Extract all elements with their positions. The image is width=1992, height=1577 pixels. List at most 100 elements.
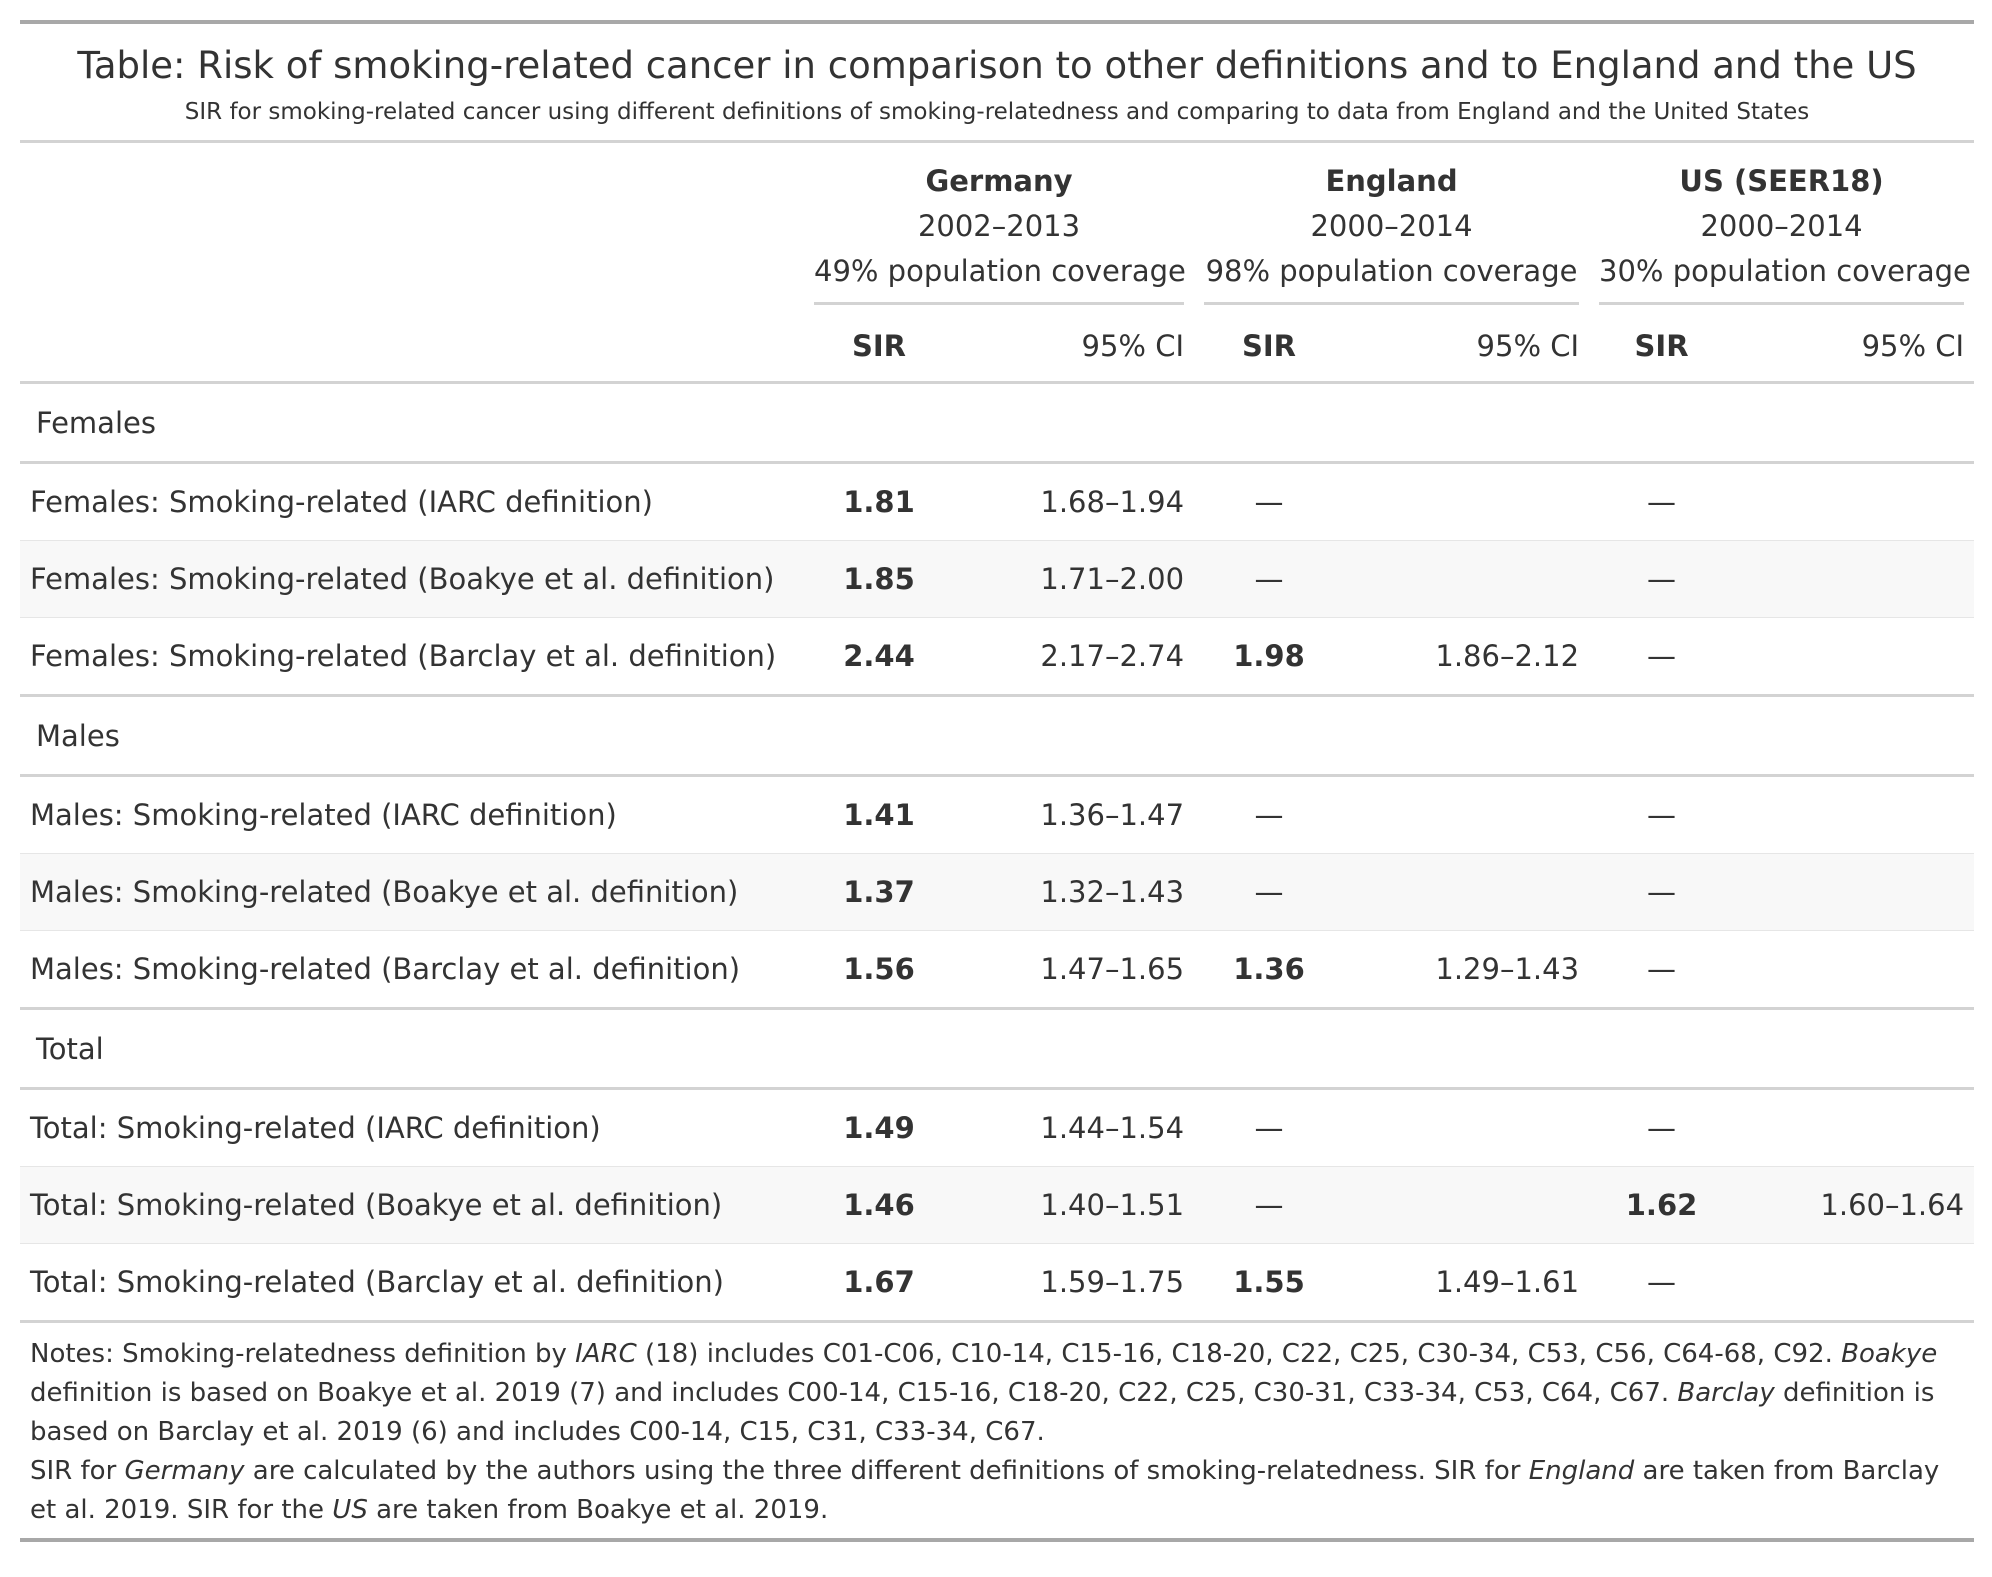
sir-cell: 1.85 <box>804 540 954 618</box>
notes-text: are calculated by the authors using the … <box>244 1456 1529 1486</box>
group-row: Total <box>20 1008 1975 1090</box>
table-row: Females: Smoking-related (Barclay et al.… <box>20 617 1975 697</box>
ci-cell: 1.47–1.65 <box>954 930 1195 1010</box>
row-label: Females: Smoking-related (IARC definitio… <box>20 462 804 541</box>
spanner-coverage: 98% population coverage <box>1205 254 1578 288</box>
notes-emphasis: IARC <box>575 1339 637 1369</box>
column-header-row: SIR 95% CI SIR 95% CI SIR 95% CI <box>20 311 1975 384</box>
row-label: Males: Smoking-related (Barclay et al. d… <box>20 930 804 1010</box>
column-header-sir: SIR <box>1194 311 1345 384</box>
notes-emphasis: Germany <box>124 1456 245 1486</box>
notes-text: definition is based on Boakye et al. 201… <box>30 1378 1678 1408</box>
ci-cell <box>1734 617 1975 697</box>
ci-cell <box>1734 930 1975 1010</box>
sir-cell: 1.67 <box>804 1243 954 1323</box>
ci-cell <box>1344 853 1590 931</box>
ci-cell <box>1344 1088 1590 1167</box>
row-label: Males: Smoking-related (Boakye et al. de… <box>20 853 804 931</box>
table-body: Females Females: Smoking-related (IARC de… <box>20 382 1975 1323</box>
sir-cell: 1.62 <box>1589 1166 1735 1244</box>
table-heading: Table: Risk of smoking-related cancer in… <box>20 24 1974 143</box>
sir-cell: — <box>1589 462 1735 541</box>
row-label: Total: Smoking-related (IARC definition) <box>20 1088 804 1167</box>
sir-cell: — <box>1589 853 1735 931</box>
stub-column-header <box>20 311 804 384</box>
top-rule <box>20 20 1974 24</box>
sir-cell: — <box>1589 617 1735 697</box>
ci-cell <box>1344 775 1590 854</box>
results-table: Germany 2002–2013 49% population coverag… <box>20 143 1975 1323</box>
spanner-england: England 2000–2014 98% population coverag… <box>1194 143 1589 311</box>
sir-cell: 1.81 <box>804 462 954 541</box>
group-row: Males <box>20 695 1975 777</box>
sir-cell: — <box>1589 1088 1735 1167</box>
sir-cell: — <box>1194 462 1345 541</box>
ci-cell: 1.40–1.51 <box>954 1166 1195 1244</box>
table-notes: Notes: Smoking-relatedness definition by… <box>20 1323 1974 1542</box>
ci-cell <box>1734 462 1975 541</box>
group-label: Total <box>20 1008 1975 1090</box>
row-label: Total: Smoking-related (Barclay et al. d… <box>20 1243 804 1323</box>
column-header-sir: SIR <box>804 311 954 384</box>
spanner-us: US (SEER18) 2000–2014 30% population cov… <box>1589 143 1974 311</box>
sir-cell: 1.41 <box>804 775 954 854</box>
ci-cell: 1.44–1.54 <box>954 1088 1195 1167</box>
group-row: Females <box>20 382 1975 464</box>
ci-cell: 1.32–1.43 <box>954 853 1195 931</box>
ci-cell: 1.68–1.94 <box>954 462 1195 541</box>
spanner-title: Germany <box>925 164 1073 198</box>
ci-cell: 2.17–2.74 <box>954 617 1195 697</box>
sir-cell: — <box>1194 775 1345 854</box>
notes-emphasis: Barclay <box>1677 1378 1775 1408</box>
spanner-coverage: 49% population coverage <box>814 254 1186 288</box>
row-label: Females: Smoking-related (Boakye et al. … <box>20 540 804 618</box>
sir-cell: 1.37 <box>804 853 954 931</box>
ci-cell <box>1734 775 1975 854</box>
table-row: Females: Smoking-related (Boakye et al. … <box>20 540 1975 618</box>
column-header-ci: 95% CI <box>954 311 1195 384</box>
sir-cell: — <box>1194 1088 1345 1167</box>
ci-cell <box>1734 540 1975 618</box>
ci-cell <box>1734 1088 1975 1167</box>
row-label: Males: Smoking-related (IARC definition) <box>20 775 804 854</box>
sir-cell: 1.49 <box>804 1088 954 1167</box>
notes-paragraph-sources: SIR for Germany are calculated by the au… <box>30 1452 1964 1530</box>
ci-cell: 1.86–2.12 <box>1344 617 1590 697</box>
table-container: Table: Risk of smoking-related cancer in… <box>20 20 1975 1542</box>
ci-cell: 1.59–1.75 <box>954 1243 1195 1323</box>
stub-header <box>20 143 804 311</box>
table-row: Total: Smoking-related (IARC definition)… <box>20 1088 1975 1167</box>
table-title: Table: Risk of smoking-related cancer in… <box>77 44 1917 87</box>
row-label: Total: Smoking-related (Boakye et al. de… <box>20 1166 804 1244</box>
table-row: Total: Smoking-related (Boakye et al. de… <box>20 1166 1975 1244</box>
notes-text: are taken from Barclay et al. 2019. SIR … <box>30 1456 1940 1525</box>
notes-paragraph-definitions: Notes: Smoking-relatedness definition by… <box>30 1335 1964 1452</box>
ci-cell: 1.60–1.64 <box>1734 1166 1975 1244</box>
notes-emphasis: England <box>1528 1456 1635 1486</box>
spanner-period: 2000–2014 <box>1700 209 1863 243</box>
sir-cell: — <box>1194 853 1345 931</box>
notes-text: are taken from Boakye et al. 2019. <box>367 1495 829 1525</box>
ci-cell <box>1344 462 1590 541</box>
sir-cell: — <box>1589 930 1735 1010</box>
sir-cell: 1.55 <box>1194 1243 1345 1323</box>
table-row: Females: Smoking-related (IARC definitio… <box>20 462 1975 541</box>
sir-cell: 1.46 <box>804 1166 954 1244</box>
spanner-title: England <box>1325 164 1458 198</box>
sir-cell: 1.36 <box>1194 930 1345 1010</box>
column-header-sir: SIR <box>1589 311 1735 384</box>
notes-text: definition is based on Barclay et al. 20… <box>30 1378 1935 1447</box>
spanner-header-row: Germany 2002–2013 49% population coverag… <box>20 143 1974 311</box>
notes-text: (18) includes C01-C06, C10-14, C15-16, C… <box>636 1339 1842 1369</box>
table-row: Males: Smoking-related (Boakye et al. de… <box>20 853 1975 931</box>
group-label: Females <box>20 382 1975 464</box>
ci-cell <box>1734 853 1975 931</box>
notes-emphasis: Boakye <box>1841 1339 1938 1369</box>
ci-cell: 1.29–1.43 <box>1344 930 1590 1010</box>
spanner-title: US (SEER18) <box>1679 164 1884 198</box>
sir-cell: 1.56 <box>804 930 954 1010</box>
column-header-ci: 95% CI <box>1344 311 1590 384</box>
sir-cell: 1.98 <box>1194 617 1345 697</box>
table-subtitle: SIR for smoking-related cancer using dif… <box>184 99 1810 125</box>
table-row: Males: Smoking-related (IARC definition)… <box>20 775 1975 854</box>
